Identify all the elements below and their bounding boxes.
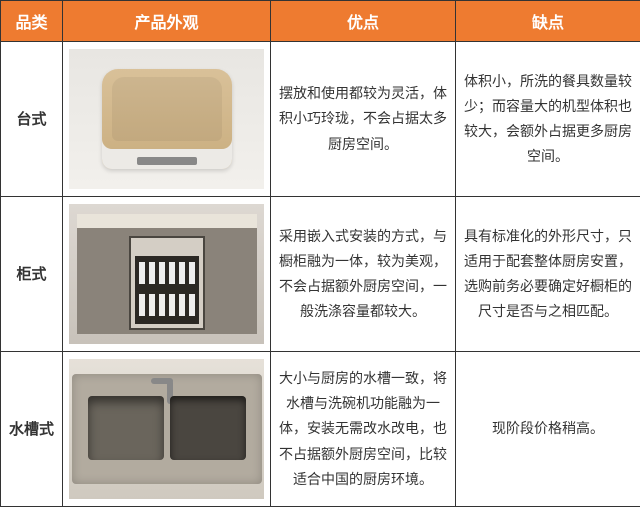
pros-cell: 采用嵌入式安装的方式，与橱柜融为一体，较为美观，不会占据额外厨房空间，一般洗涤容… [271, 197, 456, 352]
cons-cell: 具有标准化的外形尺寸，只适用于配套整体厨房安置，选购前务必要确定好橱柜的尺寸是否… [456, 197, 640, 352]
sink-dishwasher-image [69, 359, 264, 499]
header-pros: 优点 [271, 1, 456, 42]
header-row: 品类 产品外观 优点 缺点 [1, 1, 640, 42]
product-image-cell [63, 197, 271, 352]
countertop-dishwasher-image [69, 49, 264, 189]
table-row: 柜式 采用嵌入式安装的方式，与橱柜融为一体，较为美观，不会占据额外厨房空间，一般… [1, 197, 640, 352]
dishwasher-comparison-table: 品类 产品外观 优点 缺点 台式 摆放和使用都较为灵活，体积小巧玲珑，不会占据太… [0, 0, 640, 507]
table-row: 水槽式 大小与厨房的水槽一致，将水槽与洗碗机功能融为一体，安装无需改水改电，也不… [1, 352, 640, 507]
header-cons: 缺点 [456, 1, 640, 42]
header-category: 品类 [1, 1, 63, 42]
cons-cell: 现阶段价格稍高。 [456, 352, 640, 507]
built-in-dishwasher-image [69, 204, 264, 344]
product-image-cell [63, 42, 271, 197]
category-cell: 水槽式 [1, 352, 63, 507]
product-image-cell [63, 352, 271, 507]
category-cell: 柜式 [1, 197, 63, 352]
pros-cell: 摆放和使用都较为灵活，体积小巧玲珑，不会占据太多厨房空间。 [271, 42, 456, 197]
pros-cell: 大小与厨房的水槽一致，将水槽与洗碗机功能融为一体，安装无需改水改电，也不占据额外… [271, 352, 456, 507]
category-cell: 台式 [1, 42, 63, 197]
header-image: 产品外观 [63, 1, 271, 42]
table-row: 台式 摆放和使用都较为灵活，体积小巧玲珑，不会占据太多厨房空间。 体积小，所洗的… [1, 42, 640, 197]
cons-cell: 体积小，所洗的餐具数量较少；而容量大的机型体积也较大，会额外占据更多厨房空间。 [456, 42, 640, 197]
